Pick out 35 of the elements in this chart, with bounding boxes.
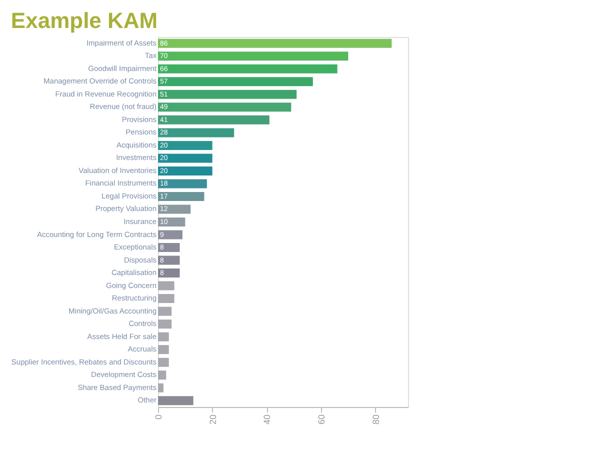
bar [158,281,174,290]
bar [158,166,212,176]
bar [158,370,166,380]
bar [158,115,270,124]
bar [158,383,164,392]
x-tick-label: 20 [208,414,218,425]
bar [158,38,392,48]
bar [158,218,186,226]
bar [158,154,212,163]
bar [158,90,297,99]
bar [158,320,172,329]
bar [158,243,180,252]
x-tick-label: 40 [262,414,272,425]
x-tick-label: 60 [316,414,327,425]
bar [158,102,292,112]
bar [158,256,180,265]
x-tick-label: 0 [154,414,164,420]
bar [158,332,169,342]
bar [158,52,348,61]
bar [158,358,169,367]
chart-title: Example KAM [10,8,158,33]
bar [158,179,207,188]
bar [158,396,194,406]
bar [158,128,234,138]
bar [158,294,174,304]
bar [158,192,204,201]
x-tick-label: 80 [370,414,381,425]
bar [158,268,180,278]
bar [158,77,313,86]
bar [158,204,191,214]
bar [158,306,172,316]
bar [158,64,338,74]
bar [158,140,212,150]
bar [158,345,169,354]
bar [158,230,182,240]
